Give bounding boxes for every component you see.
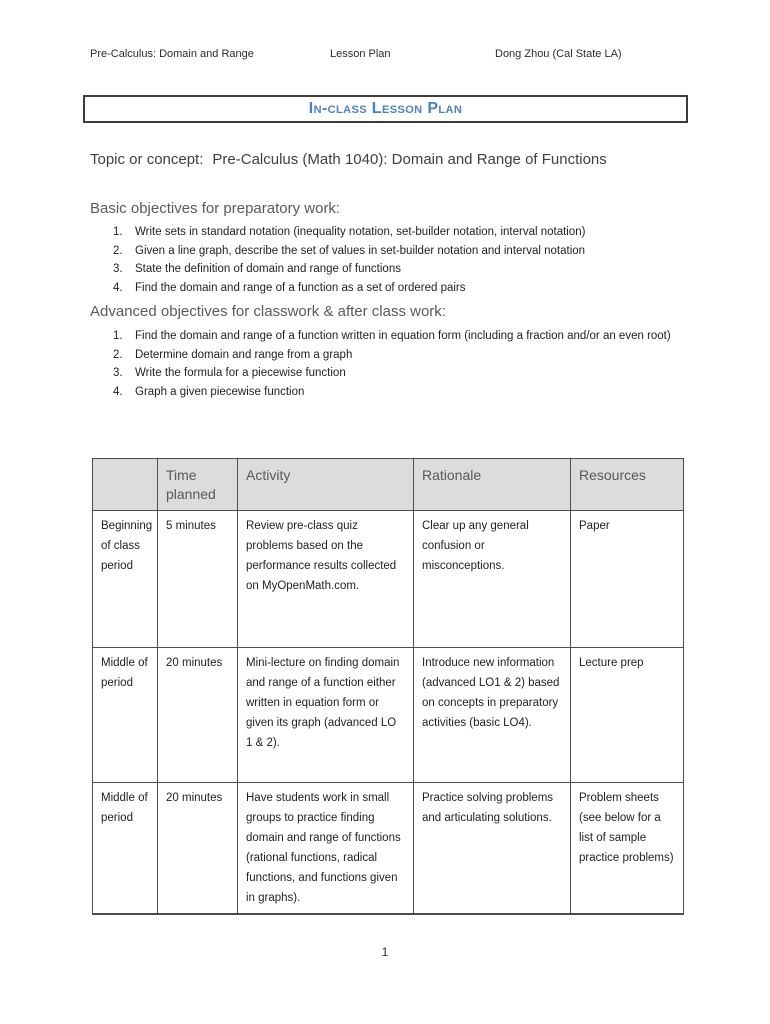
table-cell-time: 20 minutes <box>157 782 238 915</box>
table-cell-time: 5 minutes <box>157 510 238 648</box>
table-cell-time: 20 minutes <box>157 647 238 783</box>
table-row: Beginning of class period 5 minutes Revi… <box>92 510 684 648</box>
header-doc-type: Lesson Plan <box>330 48 391 60</box>
table-header-activity: Activity <box>237 458 414 511</box>
page-title: In-class Lesson Plan <box>308 100 463 117</box>
table-row: Middle of period 20 minutes Have student… <box>92 782 684 915</box>
advanced-objectives-heading: Advanced objectives for classwork & afte… <box>90 303 446 320</box>
list-item-text: Determine domain and range from a graph <box>135 348 353 361</box>
advanced-objectives-list: Find the domain and range of a function … <box>90 327 690 401</box>
table-cell-resources: Paper <box>570 510 684 648</box>
list-item-text: Find the domain and range of a function … <box>135 330 671 342</box>
table-cell-period: Middle of period <box>92 647 158 783</box>
list-item: State the definition of domain and range… <box>90 260 690 279</box>
page-number: 1 <box>381 945 389 959</box>
list-item: Graph a given piecewise function <box>90 383 690 402</box>
table-header-time-planned: Time planned <box>157 458 238 511</box>
header-author: Dong Zhou (Cal State LA) <box>495 48 622 60</box>
topic-label: Topic or concept: <box>90 151 204 168</box>
list-item: Write the formula for a piecewise functi… <box>90 364 690 383</box>
table-header-row: Time planned Activity Rationale Resource… <box>92 458 684 511</box>
table-cell-rationale: Practice solving problems and articulati… <box>413 782 571 915</box>
list-item-text: Graph a given piecewise function <box>135 385 305 398</box>
list-item-text: Find the domain and range of a function … <box>135 281 466 294</box>
list-item-text: Write the formula for a piecewise functi… <box>135 367 346 379</box>
list-item-text: Given a line graph, describe the set of … <box>135 244 586 257</box>
table-cell-rationale: Clear up any general confusion or miscon… <box>413 510 571 648</box>
list-item: Find the domain and range of a function … <box>90 279 690 298</box>
title-box: In-class Lesson Plan <box>83 95 688 123</box>
topic-line: Topic or concept: Pre-Calculus (Math 1040… <box>90 151 607 168</box>
table-header-resources: Resources <box>570 458 684 511</box>
list-item: Write sets in standard notation (inequal… <box>90 223 690 242</box>
table-cell-rationale: Introduce new information (advanced LO1 … <box>413 647 571 783</box>
lesson-plan-table: Time planned Activity Rationale Resource… <box>92 458 684 915</box>
basic-objectives-list: Write sets in standard notation (inequal… <box>90 223 690 297</box>
table-row: Middle of period 20 minutes Mini-lecture… <box>92 647 684 783</box>
table-cell-activity: Have students work in small groups to pr… <box>237 782 414 915</box>
table-cell-resources: Problem sheets (see below for a list of … <box>570 782 684 915</box>
table-cell-period: Middle of period <box>92 782 158 915</box>
topic-value: Pre-Calculus (Math 1040): Domain and Ran… <box>212 151 607 168</box>
list-item: Determine domain and range from a graph <box>90 346 690 365</box>
header-course-title: Pre-Calculus: Domain and Range <box>90 48 254 60</box>
table-cell-activity: Mini-lecture on finding domain and range… <box>237 647 414 783</box>
table-header-cell-blank <box>92 458 158 511</box>
list-item: Find the domain and range of a function … <box>90 327 690 346</box>
table-cell-resources: Lecture prep <box>570 647 684 783</box>
list-item: Given a line graph, describe the set of … <box>90 242 690 261</box>
basic-objectives-heading: Basic objectives for preparatory work: <box>90 200 341 217</box>
table-header-rationale: Rationale <box>413 458 571 511</box>
table-cell-period: Beginning of class period <box>92 510 158 648</box>
table-cell-activity: Review pre-class quiz problems based on … <box>237 510 414 648</box>
list-item-text: Write sets in standard notation (inequal… <box>135 226 586 238</box>
list-item-text: State the definition of domain and range… <box>135 263 401 275</box>
